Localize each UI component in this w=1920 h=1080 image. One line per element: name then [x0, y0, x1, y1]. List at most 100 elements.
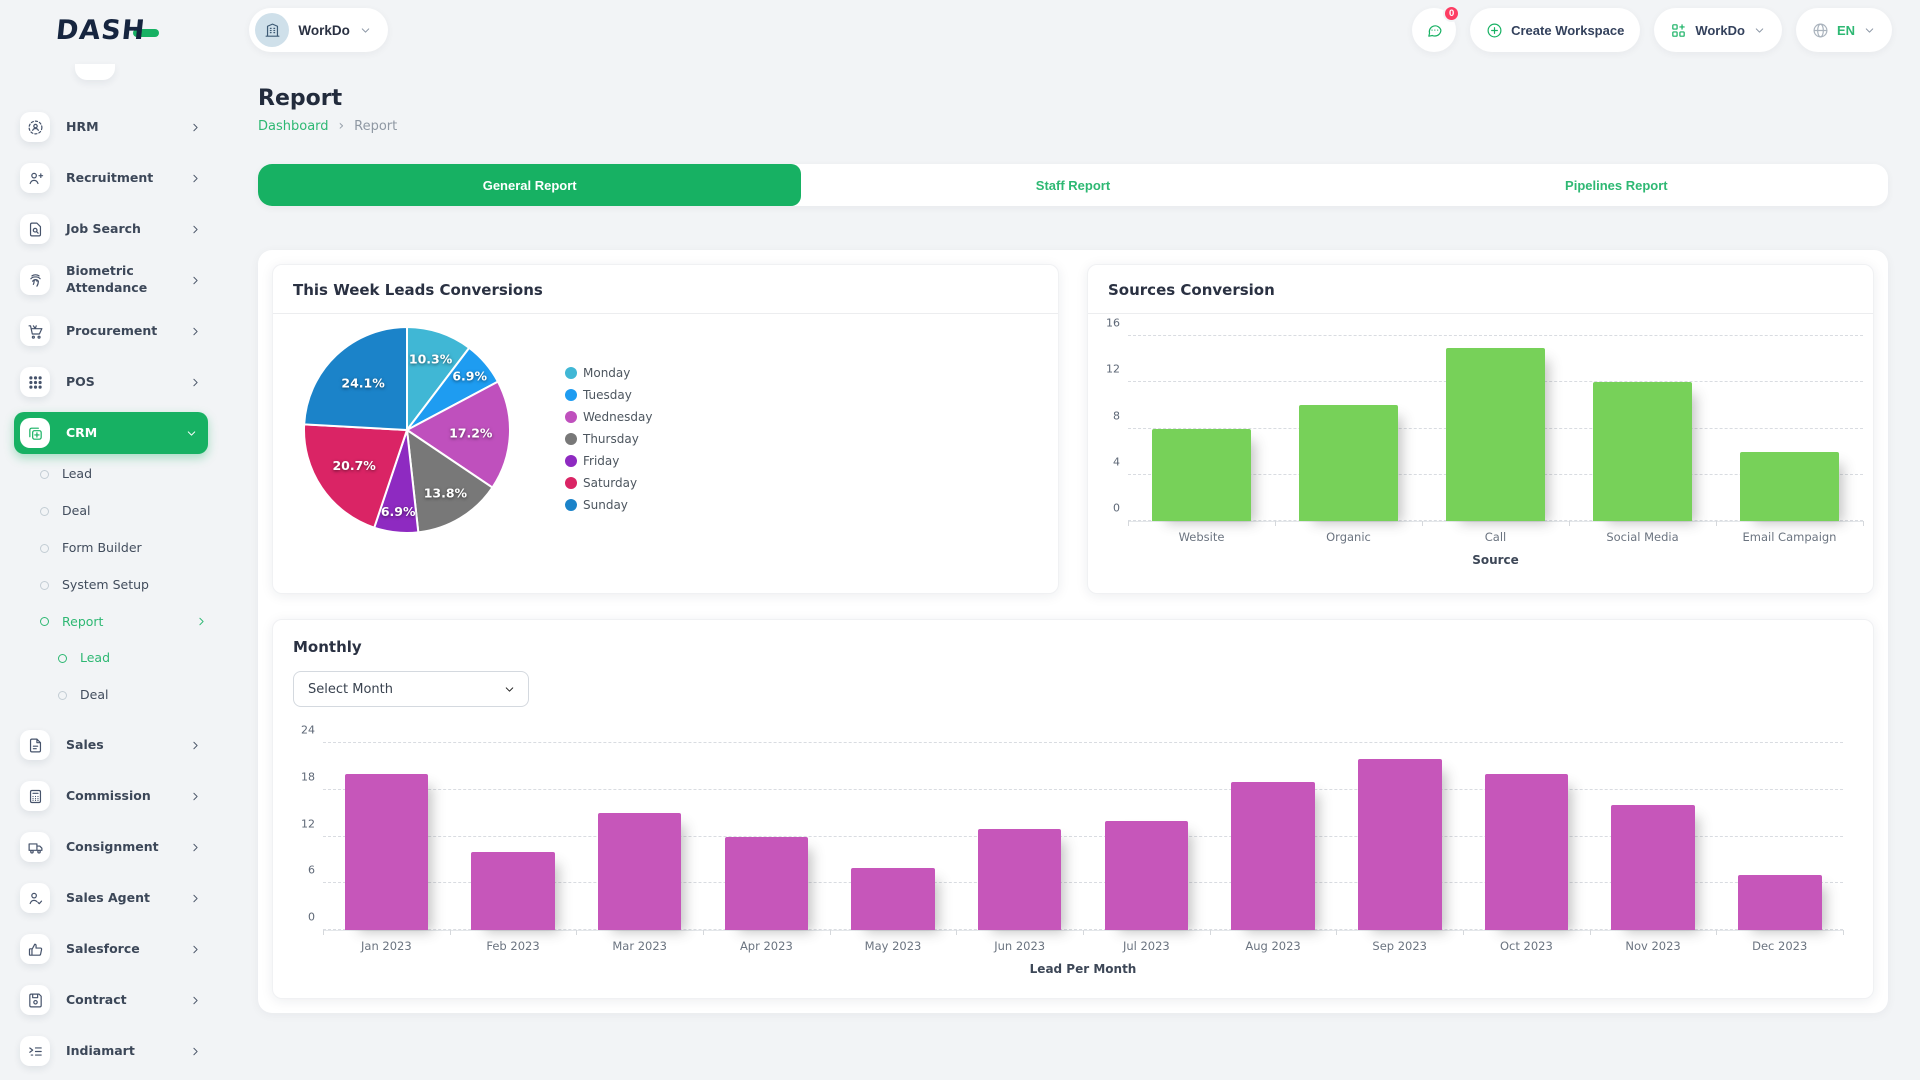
language-label: EN	[1836, 22, 1855, 38]
pie-value-label: 13.8%	[424, 485, 468, 500]
sidebar-item-label: Commission	[66, 787, 151, 803]
language-switcher-button[interactable]: EN	[1795, 8, 1892, 52]
x-axis-label: Nov 2023	[1625, 939, 1681, 953]
app-logo: DASH	[54, 15, 159, 46]
sidebar-item-lead[interactable]: Lead	[40, 466, 208, 483]
chevron-right-icon	[189, 892, 202, 905]
legend-item-monday[interactable]: Monday	[565, 366, 652, 380]
x-axis-label: Organic	[1326, 530, 1371, 544]
sidebar-item-label: Sales	[66, 736, 104, 752]
sidebar-item-deal[interactable]: Deal	[58, 687, 208, 704]
sidebar-item-crm[interactable]: CRM	[14, 412, 208, 454]
pie-slice-sunday[interactable]	[303, 325, 408, 432]
bar-column	[1083, 743, 1210, 930]
sidebar-item-label: Recruitment	[66, 169, 154, 185]
bar-organic[interactable]	[1298, 405, 1399, 521]
sidebar-item-pos[interactable]: POS	[14, 361, 208, 403]
bar-feb-2023[interactable]	[471, 852, 555, 930]
pie-slice-thursday[interactable]	[405, 427, 494, 534]
bar-call[interactable]	[1445, 347, 1546, 521]
legend-label: Thursday	[583, 432, 639, 446]
bar-website[interactable]	[1151, 428, 1252, 521]
bullet-icon	[58, 654, 67, 664]
chevron-down-icon	[185, 427, 198, 440]
tab-general-report[interactable]: General Report	[258, 164, 802, 206]
sidebar-item-system-setup[interactable]: System Setup	[40, 577, 208, 594]
y-axis-tick-label: 6	[308, 863, 315, 877]
legend-item-sunday[interactable]: Sunday	[565, 498, 652, 512]
legend-dot-icon	[565, 433, 577, 445]
chevron-right-icon	[189, 841, 202, 854]
procurement-icon	[20, 316, 50, 346]
sidebar-item-lead[interactable]: Lead	[58, 650, 208, 667]
sidebar-item-hrm[interactable]: HRM	[14, 106, 208, 148]
tab-pipelines-report[interactable]: Pipelines Report	[1345, 164, 1888, 206]
sidebar-item-form-builder[interactable]: Form Builder	[40, 540, 208, 557]
sidebar-item-report[interactable]: Report	[40, 614, 208, 631]
biometric-attendance-icon	[20, 265, 50, 295]
bar-jun-2023[interactable]	[977, 828, 1062, 930]
sidebar-item-deal[interactable]: Deal	[40, 503, 208, 520]
pie-slice-saturday[interactable]	[303, 423, 409, 529]
sidebar-item-job-search[interactable]: Job Search	[14, 208, 208, 250]
bar-email-campaign[interactable]	[1739, 451, 1840, 521]
bar-may-2023[interactable]	[851, 867, 935, 930]
sidebar-item-salesforce[interactable]: Salesforce	[14, 928, 208, 970]
bar-oct-2023[interactable]	[1484, 774, 1569, 930]
bar-plot-area: 0 6 12 18 24	[301, 724, 1844, 935]
sidebar-item-recruitment[interactable]: Recruitment	[14, 157, 208, 199]
legend-item-friday[interactable]: Friday	[565, 454, 652, 468]
sidebar-item-sales[interactable]: Sales	[14, 724, 208, 766]
breadcrumb-dashboard-link[interactable]: Dashboard	[258, 118, 329, 134]
bar-mar-2023[interactable]	[597, 813, 682, 930]
sidebar-item-consignment[interactable]: Consignment	[14, 826, 208, 868]
legend-item-saturday[interactable]: Saturday	[565, 476, 652, 490]
sidebar-item-procurement[interactable]: Procurement	[14, 310, 208, 352]
sidebar-item-commission[interactable]: Commission	[14, 775, 208, 817]
gridline	[1128, 335, 1863, 336]
grid-plus-icon	[1670, 22, 1687, 39]
chevron-down-icon	[1863, 24, 1876, 37]
bar-jan-2023[interactable]	[344, 774, 429, 930]
workspace-switcher-button[interactable]: WorkDo	[1654, 8, 1782, 52]
bar-column	[1569, 336, 1716, 521]
legend-dot-icon	[565, 367, 577, 379]
bar-sep-2023[interactable]	[1357, 758, 1442, 930]
sidebar-item-label: Indiamart	[66, 1042, 135, 1058]
bar-column	[576, 743, 703, 930]
sidebar-item-biometric-attendance[interactable]: Biometric Attendance	[14, 259, 208, 301]
workspace-pill[interactable]: WorkDo	[249, 8, 388, 52]
sidebar-item-contract[interactable]: Contract	[14, 979, 208, 1021]
sidebar-item-indiamart[interactable]: Indiamart	[14, 1030, 208, 1072]
bullet-icon	[58, 691, 67, 701]
legend-dot-icon	[565, 499, 577, 511]
legend-item-wednesday[interactable]: Wednesday	[565, 410, 652, 424]
y-axis-tick-label: 18	[301, 770, 315, 784]
leads-conversions-card: This Week Leads Conversions 10.3% 6.9% 17.…	[272, 264, 1059, 594]
legend-item-thursday[interactable]: Thursday	[565, 432, 652, 446]
bar-nov-2023[interactable]	[1611, 805, 1695, 930]
bar-jul-2023[interactable]	[1104, 820, 1189, 930]
bar-apr-2023[interactable]	[724, 836, 809, 930]
x-axis-tick	[1463, 930, 1464, 935]
chevron-right-icon	[189, 994, 202, 1007]
chevron-down-icon	[359, 24, 372, 37]
bar-dec-2023[interactable]	[1737, 875, 1822, 930]
month-select[interactable]: Select Month	[293, 671, 529, 707]
pie-slice-wednesday[interactable]	[405, 380, 511, 489]
tab-staff-report[interactable]: Staff Report	[801, 164, 1344, 206]
sidebar-item-label: Consignment	[66, 838, 159, 854]
bar-social-media[interactable]	[1592, 382, 1693, 521]
sidebar-item-sales-agent[interactable]: Sales Agent	[14, 877, 208, 919]
x-axis-tick	[1128, 521, 1129, 526]
sidebar-item-label: Contract	[66, 991, 127, 1007]
messages-button[interactable]: 0	[1412, 5, 1461, 52]
crm-icon	[20, 418, 50, 448]
breadcrumb: Dashboard › Report	[258, 118, 1888, 134]
x-axis-label: Website	[1178, 530, 1225, 544]
legend-item-tuesday[interactable]: Tuesday	[565, 388, 652, 402]
bar-column	[1422, 336, 1569, 521]
bar-aug-2023[interactable]	[1231, 781, 1315, 930]
report-tabs: General Report Staff Report Pipelines Repo…	[258, 164, 1888, 206]
create-workspace-button[interactable]: Create Workspace	[1470, 8, 1641, 52]
